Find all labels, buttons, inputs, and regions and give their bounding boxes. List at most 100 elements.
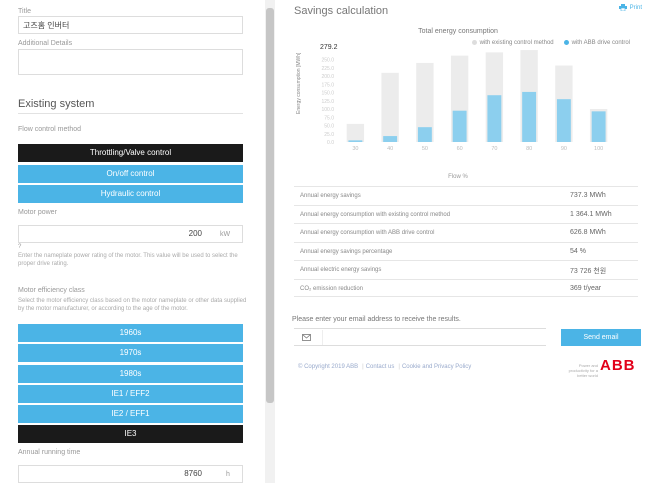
results-title: Savings calculation: [294, 5, 389, 17]
legend-label-existing: with existing control method: [479, 40, 554, 47]
row-key: Annual energy savings percentage: [300, 248, 393, 255]
footer: © Copyright 2019 ABB | Contact us | Cookie a…: [298, 364, 472, 370]
section-title: Existing system: [18, 98, 95, 110]
email-input[interactable]: [322, 330, 542, 345]
table-row: Annual energy savings 737.3 MWh: [294, 186, 638, 205]
details-textarea[interactable]: [18, 49, 243, 75]
y-tick-label: 0.0: [327, 140, 334, 146]
x-tick-label: 60: [457, 146, 463, 152]
copyright-text: © Copyright 2019 ABB: [298, 364, 359, 370]
motor-power-label: Motor power: [18, 209, 57, 216]
title-input[interactable]: 고즈홈 인버터: [18, 16, 243, 34]
scrollbar-thumb[interactable]: [266, 8, 274, 403]
y-tick-label: 75.0: [324, 115, 334, 121]
row-value: 54 %: [570, 247, 586, 255]
bar-abb: [522, 91, 537, 142]
row-value: 369 t/year: [570, 284, 602, 292]
efficiency-option-1980s[interactable]: 1980s: [18, 365, 243, 383]
motor-power-unit: kW: [220, 231, 231, 238]
cookie-link[interactable]: Cookie and Privacy Policy: [401, 364, 472, 370]
y-tick-label: 100.0: [321, 107, 334, 113]
table-row: Annual energy consumption with existing …: [294, 204, 638, 224]
energy-chart: Total energy consumption with existing c…: [296, 22, 638, 182]
legend-swatch-abb: [563, 40, 569, 45]
printer-icon: [618, 4, 627, 11]
row-key: Annual energy savings: [300, 193, 361, 199]
print-button[interactable]: Print: [618, 4, 642, 11]
contact-link[interactable]: Contact us: [365, 364, 395, 370]
row-value: 626.8 MWh: [570, 229, 606, 236]
flow-control-label: Flow control method: [18, 126, 82, 133]
flow-option-throttling[interactable]: Throttling/Valve control: [18, 144, 243, 162]
bar-abb: [383, 136, 398, 142]
x-tick-label: 90: [561, 146, 567, 152]
details-label: Additional Details: [18, 40, 73, 47]
x-tick-label: 30: [352, 146, 358, 152]
results-panel: Savings calculation Print Total energy c…: [278, 0, 650, 483]
efficiency-option-1960s[interactable]: 1960s: [18, 324, 243, 342]
mail-icon: [302, 334, 311, 341]
bar-existing: [346, 123, 365, 142]
row-key: Annual energy consumption with existing …: [300, 211, 451, 218]
efficiency-option-ie1[interactable]: IE1 / EFF2: [18, 385, 243, 403]
efficiency-option-ie2[interactable]: IE2 / EFF1: [18, 405, 243, 423]
legend-item-existing[interactable]: with existing control method: [471, 40, 554, 47]
table-row: Annual electric energy savings 73 726 천원: [294, 260, 638, 279]
chart-legend[interactable]: with existing control method with ABB dr…: [471, 40, 630, 47]
y-tick-label: 200.0: [321, 74, 334, 80]
title-label: Title: [18, 8, 31, 15]
motor-power-note: ?: [18, 244, 22, 250]
bar-abb: [556, 99, 571, 142]
efficiency-help: Select the motor efficiency class based …: [18, 298, 247, 312]
row-key: Annual energy consumption with ABB drive…: [300, 230, 435, 236]
x-tick-label: 80: [526, 146, 532, 152]
y-tick-label: 50.0: [324, 124, 334, 130]
email-field: [294, 328, 546, 346]
y-tick-label: 225.0: [321, 66, 334, 72]
bar-abb: [417, 127, 432, 142]
results-table: Annual energy savings 737.3 MWh Annual en…: [294, 186, 638, 297]
table-row: Annual energy consumption with ABB drive…: [294, 223, 638, 242]
running-time-unit: h: [226, 471, 230, 478]
y-tick-label: 150.0: [321, 91, 334, 97]
bar-abb: [452, 110, 467, 142]
bar-abb: [487, 95, 502, 142]
efficiency-option-ie3[interactable]: IE3: [18, 425, 243, 443]
print-label: Print: [629, 4, 642, 11]
running-time-label: Annual running time: [18, 449, 81, 456]
abb-tagline: Power and productivity for a better worl…: [568, 363, 598, 378]
row-value: 737.3 MWh: [570, 192, 606, 199]
chart-ymax: 279.2: [320, 44, 338, 51]
x-tick-label: 40: [387, 146, 393, 152]
flow-option-onoff[interactable]: On/off control: [18, 165, 243, 183]
motor-power-input[interactable]: 200: [18, 225, 243, 243]
bar-abb: [348, 140, 363, 142]
input-form: Title 고즈홈 인버터 Additional Details Existin…: [0, 0, 262, 483]
legend-swatch-existing: [471, 40, 477, 45]
legend-label-abb: with ABB drive control: [571, 40, 630, 47]
abb-logo: ABB: [600, 357, 636, 374]
send-email-button[interactable]: Send email: [561, 329, 641, 346]
y-tick-label: 125.0: [321, 99, 334, 105]
bar-abb: [591, 111, 606, 142]
x-tick-label: 70: [491, 146, 497, 152]
y-tick-label: 25.0: [324, 132, 334, 138]
motor-power-help: Enter the nameplate power rating of the …: [18, 253, 238, 267]
legend-item-abb[interactable]: with ABB drive control: [563, 40, 630, 47]
chart-xlabel: Flow %: [448, 174, 468, 180]
flow-option-hydraulic[interactable]: Hydraulic control: [18, 185, 243, 203]
y-tick-label: 175.0: [321, 82, 334, 88]
x-tick-label: 100: [594, 146, 603, 152]
bar-existing: [416, 62, 434, 143]
row-key: Annual electric energy savings: [300, 267, 382, 273]
chart-title: Total energy consumption: [418, 28, 498, 35]
running-time-input[interactable]: 8760: [18, 465, 243, 483]
table-row: Annual energy savings percentage 54 %: [294, 241, 638, 261]
row-key: CO₂ emission reduction: [300, 285, 364, 292]
efficiency-option-1970s[interactable]: 1970s: [18, 344, 243, 362]
row-value: 73 726 천원: [570, 268, 607, 275]
y-tick-label: 250.0: [321, 58, 334, 64]
table-row: CO₂ emission reduction 369 t/year: [294, 278, 638, 297]
x-tick-label: 50: [422, 146, 428, 152]
